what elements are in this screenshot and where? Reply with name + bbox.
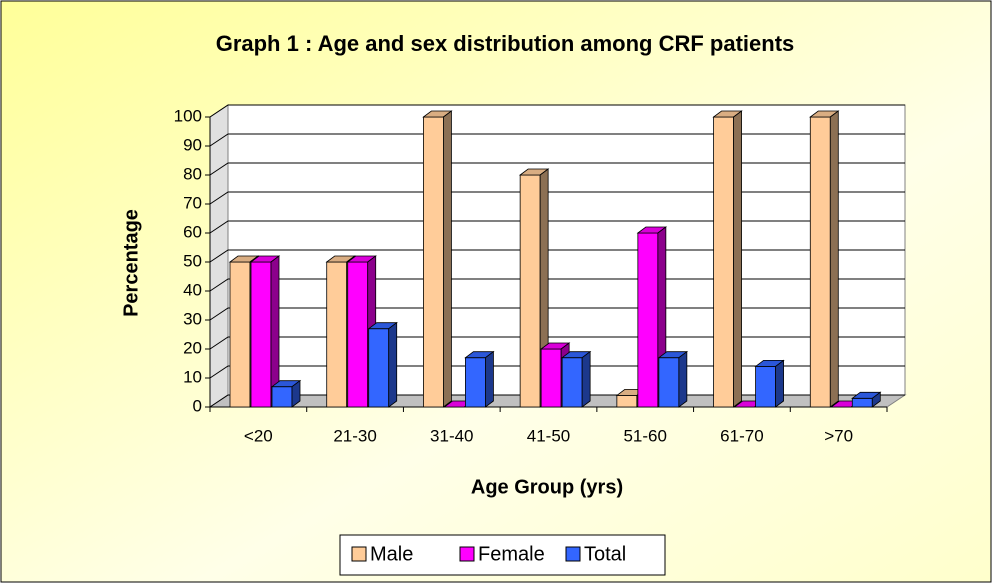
grid-line (209, 133, 905, 147)
bar-front (347, 261, 369, 408)
y-tick-label: 70 (183, 193, 202, 212)
bar-side (581, 350, 591, 408)
bar-front (465, 357, 486, 408)
y-tick-label: 0 (193, 396, 202, 415)
x-tick-label: 31-40 (430, 426, 473, 445)
bar-front (755, 365, 776, 408)
grid-line (209, 278, 905, 292)
bar-side (678, 350, 688, 408)
bar-front (229, 261, 251, 408)
y-tick-label: 20 (183, 338, 202, 357)
bar-side (291, 379, 301, 408)
bar-front (519, 174, 541, 408)
bar-front (271, 386, 293, 408)
legend-label: Male (370, 543, 413, 565)
bar-front (423, 116, 444, 408)
x-tick-label: 21-30 (333, 426, 376, 445)
bar (464, 350, 495, 408)
grid-line (209, 307, 905, 321)
grid-line (209, 162, 905, 176)
bar (249, 255, 281, 408)
y-tick-label: 80 (183, 164, 202, 183)
grid-line (209, 249, 905, 263)
y-tick-label: 100 (174, 106, 202, 125)
bar (560, 350, 592, 408)
bar-front (616, 394, 638, 408)
bar-front (368, 328, 390, 408)
bar (754, 359, 785, 408)
y-tick-label: 90 (183, 135, 202, 154)
bar-front (809, 116, 831, 408)
bar-front (851, 397, 873, 408)
bar-front (540, 348, 562, 408)
y-tick-label: 50 (183, 251, 202, 270)
legend-label: Female (478, 543, 545, 565)
bar (851, 391, 882, 408)
grid-line (209, 220, 905, 234)
bar-front (250, 261, 272, 408)
bar-front (326, 261, 348, 408)
grid-line (209, 336, 905, 350)
bar-side (443, 110, 452, 408)
bar (367, 321, 398, 408)
x-axis-label: Age Group (yrs) (471, 476, 623, 498)
y-tick-label: 60 (183, 222, 202, 241)
bar-front (637, 232, 659, 408)
bar-side (829, 110, 839, 408)
x-tick-label: >70 (824, 426, 853, 445)
x-tick-label: <20 (244, 426, 273, 445)
bar-side (871, 391, 881, 408)
y-tick-label: 30 (183, 309, 202, 328)
grid-line (209, 104, 905, 118)
bar-side (733, 110, 742, 408)
bar (809, 110, 840, 408)
bar (270, 379, 302, 408)
legend (339, 534, 666, 576)
x-tick-label: 41-50 (527, 426, 570, 445)
bar-side (485, 350, 494, 408)
bar-side (388, 321, 398, 408)
bar-front (561, 357, 583, 408)
y-axis-label: Percentage (120, 209, 142, 317)
y-tick-label: 10 (183, 367, 202, 386)
x-tick-label: 51-60 (623, 426, 666, 445)
x-tick-label: 61-70 (720, 426, 763, 445)
grid-line (209, 191, 905, 205)
bar (422, 110, 453, 408)
bar-side (775, 359, 784, 408)
bar-front (658, 357, 680, 408)
bar-front (713, 116, 734, 408)
legend-label: Total (584, 543, 626, 565)
legend-swatch (351, 546, 367, 562)
legend-swatch (459, 546, 475, 562)
chart-title: Graph 1 : Age and sex distribution among… (216, 31, 795, 56)
bar (712, 110, 743, 408)
y-tick-label: 40 (183, 280, 202, 299)
legend-swatch (565, 546, 581, 562)
bar (657, 350, 689, 408)
